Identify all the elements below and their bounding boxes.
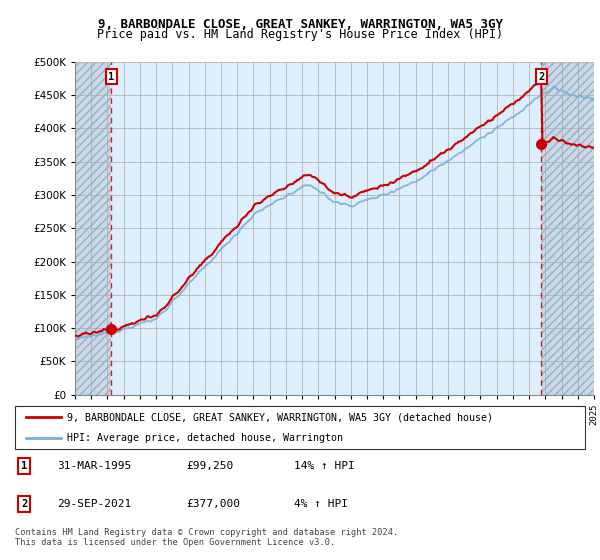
Bar	[541, 62, 594, 395]
Text: HPI: Average price, detached house, Warrington: HPI: Average price, detached house, Warr…	[67, 433, 343, 444]
Text: 1: 1	[21, 461, 27, 471]
Text: 29-SEP-2021: 29-SEP-2021	[57, 499, 131, 509]
Text: Price paid vs. HM Land Registry's House Price Index (HPI): Price paid vs. HM Land Registry's House …	[97, 28, 503, 41]
Text: 4% ↑ HPI: 4% ↑ HPI	[294, 499, 348, 509]
FancyBboxPatch shape	[15, 406, 585, 450]
Text: 14% ↑ HPI: 14% ↑ HPI	[294, 461, 355, 471]
Text: 9, BARBONDALE CLOSE, GREAT SANKEY, WARRINGTON, WA5 3GY: 9, BARBONDALE CLOSE, GREAT SANKEY, WARRI…	[97, 18, 503, 31]
Text: 9, BARBONDALE CLOSE, GREAT SANKEY, WARRINGTON, WA5 3GY (detached house): 9, BARBONDALE CLOSE, GREAT SANKEY, WARRI…	[67, 412, 493, 422]
Bar	[75, 62, 112, 395]
Text: 1: 1	[109, 72, 115, 82]
Text: £99,250: £99,250	[186, 461, 233, 471]
Text: Contains HM Land Registry data © Crown copyright and database right 2024.
This d: Contains HM Land Registry data © Crown c…	[15, 528, 398, 547]
Text: 31-MAR-1995: 31-MAR-1995	[57, 461, 131, 471]
Text: £377,000: £377,000	[186, 499, 240, 509]
Text: 2: 2	[538, 72, 544, 82]
Text: 2: 2	[21, 499, 27, 509]
